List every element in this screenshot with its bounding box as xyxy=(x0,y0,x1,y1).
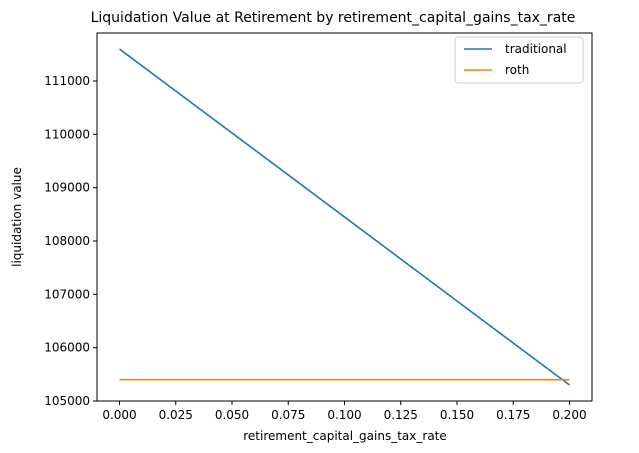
y-tick-label: 106000 xyxy=(44,341,90,355)
x-tick-label: 0.200 xyxy=(552,408,586,422)
y-tick-label: 109000 xyxy=(44,181,90,195)
y-tick-label: 107000 xyxy=(44,287,90,301)
x-axis-title: retirement_capital_gains_tax_rate xyxy=(243,429,447,443)
x-tick-label: 0.175 xyxy=(496,408,530,422)
x-tick-label: 0.025 xyxy=(159,408,193,422)
x-tick-label: 0.000 xyxy=(102,408,136,422)
x-tick-label: 0.100 xyxy=(327,408,361,422)
x-tick-label: 0.150 xyxy=(440,408,474,422)
y-tick-label: 111000 xyxy=(44,74,90,88)
y-tick-label: 108000 xyxy=(44,234,90,248)
legend-label-roth: roth xyxy=(505,63,529,77)
x-tick-label: 0.050 xyxy=(215,408,249,422)
legend: traditional roth xyxy=(454,36,584,84)
y-axis-title: liquidation value xyxy=(10,167,24,267)
y-tick-label: 105000 xyxy=(44,394,90,408)
series-line-traditional xyxy=(119,48,570,386)
legend-label-traditional: traditional xyxy=(505,42,567,56)
chart-title: Liquidation Value at Retirement by retir… xyxy=(91,10,576,26)
series-layer xyxy=(119,48,570,386)
plot-area xyxy=(96,32,593,402)
y-tick-label: 110000 xyxy=(44,127,90,141)
y-axis: 105000 106000 107000 108000 109000 110000 1110… xyxy=(44,74,97,408)
x-tick-label: 0.125 xyxy=(384,408,418,422)
x-axis: 0.000 0.025 0.050 0.075 0.100 0.125 0.150 0.175… xyxy=(102,401,587,422)
x-tick-label: 0.075 xyxy=(271,408,305,422)
